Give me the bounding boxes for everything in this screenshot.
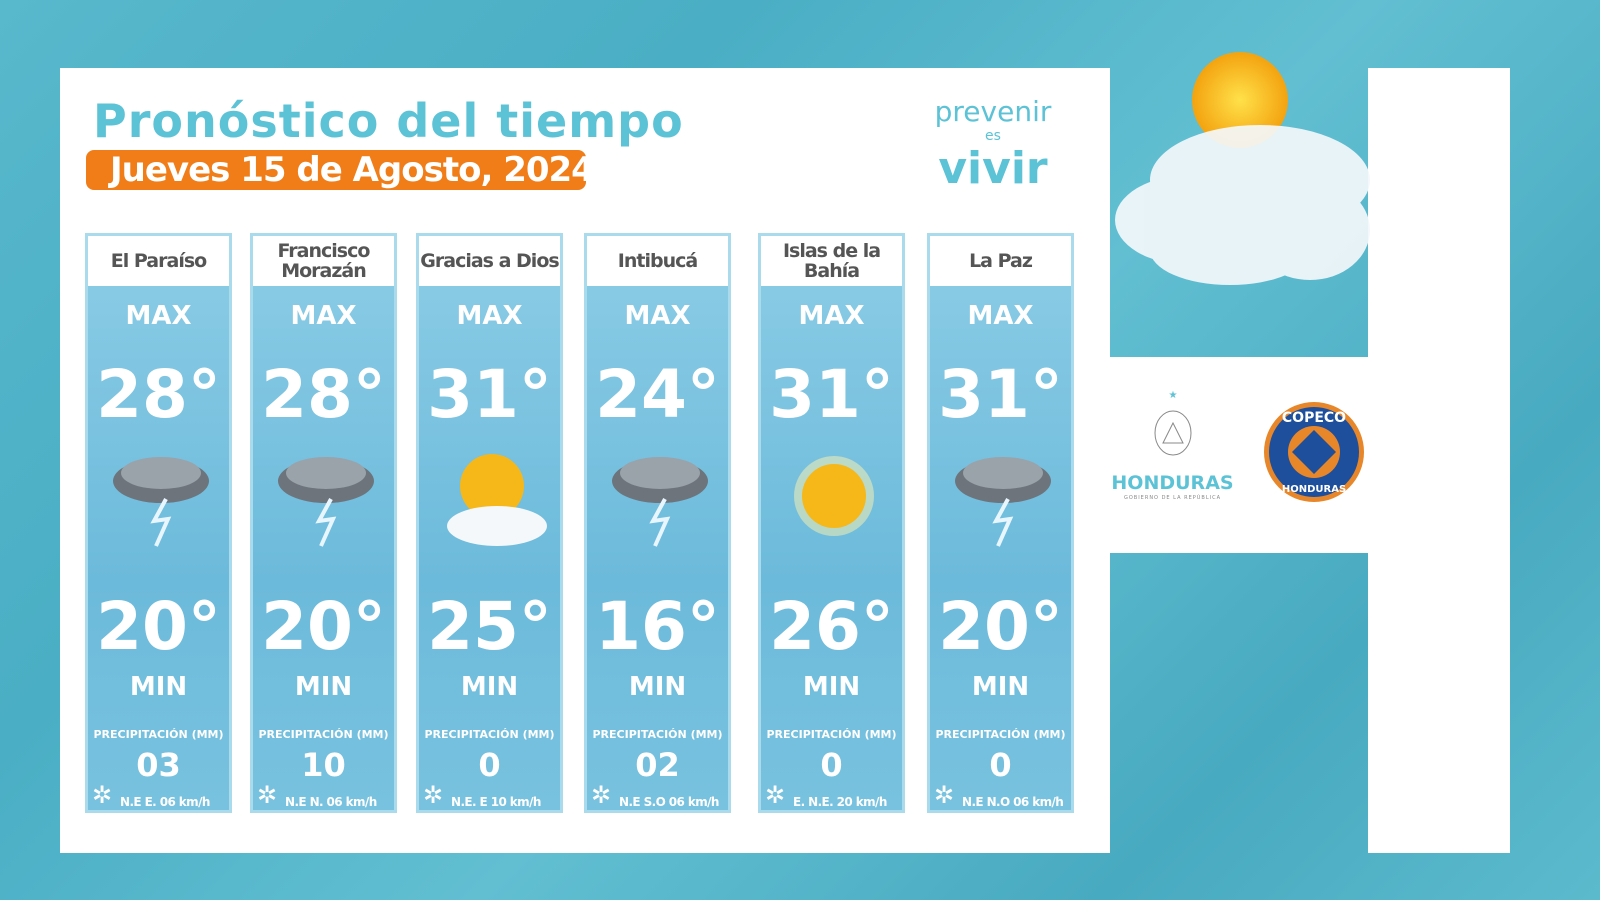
precip-label: PRECIPITACIÓN (MM) [592, 728, 723, 741]
min-label: MIN [129, 672, 188, 702]
storm-icon [955, 457, 1051, 547]
min-label: MIN [628, 672, 687, 702]
max-temp: 31° [938, 356, 1063, 433]
department-name: La Paz [930, 236, 1071, 286]
department-name: Gracias a Dios [419, 236, 560, 286]
precip-value: 0 [989, 746, 1012, 784]
pinwheel-wind-icon: ✲ [591, 781, 612, 809]
forecast-card: Gracias a Dios MAX 31° 25° MIN PRECIPITA… [416, 233, 563, 813]
sun-icon [794, 456, 874, 536]
forecast-card: Francisco Morazán MAX 28° 20° MIN PRECIP… [250, 233, 397, 813]
svg-text:★: ★ [1168, 390, 1177, 401]
forecast-card: La Paz MAX 31° 20° MIN PRECIPITACIÓN (MM… [927, 233, 1074, 813]
wind-info: N.E E. 06 km/h [120, 795, 210, 809]
pinwheel-wind-icon: ✲ [92, 781, 113, 809]
copeco-logo: COPECO HONDURAS [1264, 402, 1364, 502]
min-temp: 25° [427, 588, 552, 665]
slogan-line1: prevenir [934, 95, 1052, 128]
department-name: El Paraíso [88, 236, 229, 286]
min-temp: 16° [595, 588, 720, 665]
min-label: MIN [294, 672, 353, 702]
copeco-text: COPECO [1282, 410, 1346, 426]
copeco-subtext: HONDURAS [1282, 484, 1346, 495]
precip-value: 03 [136, 746, 181, 784]
max-label: MAX [624, 301, 691, 331]
honduras-subtext: GOBIERNO DE LA REPÚBLICA [1123, 495, 1222, 501]
partly-cloudy-icon [447, 454, 547, 546]
max-temp: 24° [595, 356, 720, 433]
department-name: Islas de la Bahía [761, 236, 902, 286]
sun-cloud-icon [1115, 52, 1370, 285]
max-temp: 31° [769, 356, 894, 433]
storm-icon [612, 457, 708, 547]
max-label: MAX [290, 301, 357, 331]
right-white-bar [1368, 68, 1510, 853]
department-name: Intibucá [587, 236, 728, 286]
pinwheel-wind-icon: ✲ [934, 781, 955, 809]
honduras-government-logo: ★ HONDURAS GOBIERNO DE LA REPÚBLICA [1110, 388, 1235, 502]
pinwheel-wind-icon: ✲ [257, 781, 278, 809]
pinwheel-wind-icon: ✲ [765, 781, 786, 809]
slogan-logo: prevenir es vivir [918, 96, 1068, 194]
slogan-line2: es [985, 128, 1001, 144]
max-temp: 28° [96, 356, 221, 433]
max-label: MAX [456, 301, 523, 331]
page-title: Pronóstico del tiempo [93, 94, 684, 148]
precip-label: PRECIPITACIÓN (MM) [93, 728, 224, 741]
wind-info: N.E N.O 06 km/h [962, 795, 1064, 809]
forecast-card: Islas de la Bahía MAX 31° 26° MIN PRECIP… [758, 233, 905, 813]
min-temp: 20° [261, 588, 386, 665]
pinwheel-wind-icon: ✲ [423, 781, 444, 809]
precip-label: PRECIPITACIÓN (MM) [258, 728, 389, 741]
precip-value: 0 [478, 746, 501, 784]
department-name: Francisco Morazán [253, 236, 394, 286]
coat-of-arms-icon: ★ [1154, 390, 1191, 456]
wind-info: N.E S.O 06 km/h [619, 795, 719, 809]
min-temp: 20° [938, 588, 1063, 665]
min-label: MIN [802, 672, 861, 702]
forecast-card: El Paraíso MAX 28° 20° MIN PRECIPITACIÓN… [85, 233, 232, 813]
forecast-card: Intibucá MAX 24° 16° MIN PRECIPITACIÓN (… [584, 233, 731, 813]
date-banner: Jueves 15 de Agosto, 2024 [86, 150, 595, 190]
precip-value: 0 [820, 746, 843, 784]
slogan-line3: vivir [938, 143, 1048, 194]
min-temp: 20° [96, 588, 221, 665]
wind-info: E. N.E. 20 km/h [793, 795, 887, 809]
wind-info: N.E N. 06 km/h [285, 795, 377, 809]
wind-info: N.E. E 10 km/h [451, 795, 541, 809]
max-temp: 31° [427, 356, 552, 433]
precip-label: PRECIPITACIÓN (MM) [424, 728, 555, 741]
max-label: MAX [125, 301, 192, 331]
honduras-text: HONDURAS [1111, 472, 1234, 494]
precip-value: 10 [301, 746, 346, 784]
precip-label: PRECIPITACIÓN (MM) [766, 728, 897, 741]
precip-label: PRECIPITACIÓN (MM) [935, 728, 1066, 741]
storm-icon [113, 457, 209, 547]
max-temp: 28° [261, 356, 386, 433]
min-temp: 26° [769, 588, 894, 665]
precip-value: 02 [635, 746, 680, 784]
min-label: MIN [971, 672, 1030, 702]
min-label: MIN [460, 672, 519, 702]
storm-icon [278, 457, 374, 547]
max-label: MAX [798, 301, 865, 331]
max-label: MAX [967, 301, 1034, 331]
